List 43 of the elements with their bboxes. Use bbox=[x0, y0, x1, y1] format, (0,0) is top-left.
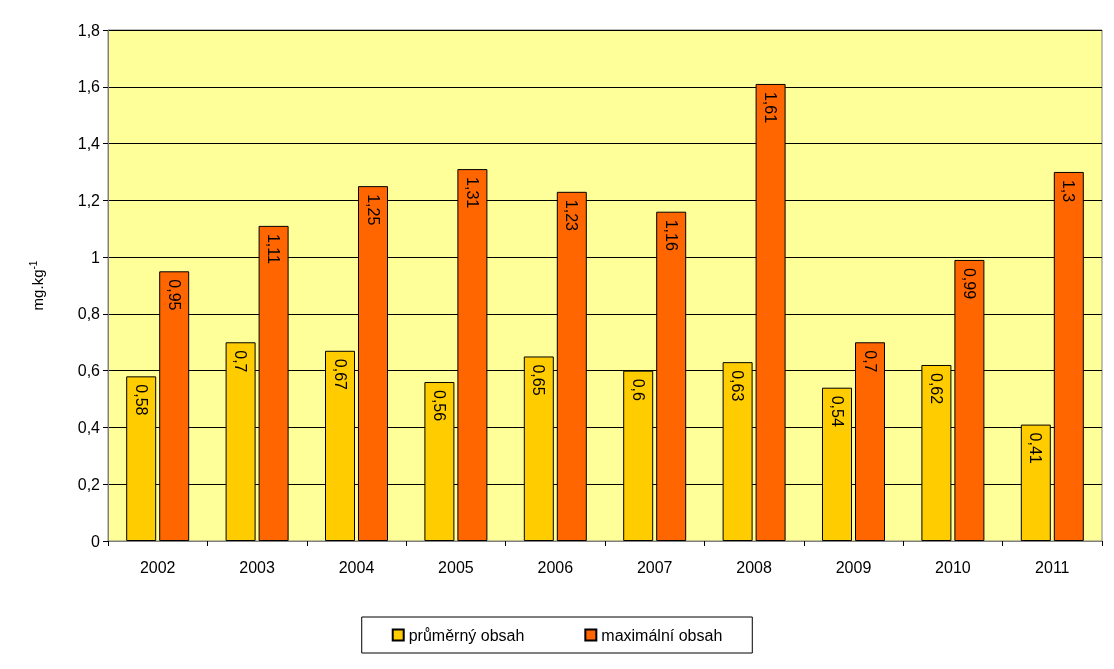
x-tick-label: 2004 bbox=[338, 558, 375, 576]
x-tick-label: 2011 bbox=[1035, 558, 1070, 576]
data-label: 0,63 bbox=[729, 370, 747, 402]
x-tick-label: 2006 bbox=[537, 558, 574, 576]
x-tick-label: 2002 bbox=[139, 558, 176, 576]
y-tick-label: 1,4 bbox=[77, 135, 101, 153]
data-label: 1,31 bbox=[463, 177, 481, 209]
y-tick-label: 1,6 bbox=[77, 78, 101, 96]
data-label: 0,95 bbox=[165, 279, 183, 311]
y-tick-label: 1,2 bbox=[77, 191, 101, 209]
x-tick-label: 2003 bbox=[239, 558, 275, 576]
data-label: 1,25 bbox=[364, 194, 382, 226]
data-label: 0,65 bbox=[530, 364, 548, 396]
data-label: 0,41 bbox=[1027, 432, 1045, 464]
data-label: 1,11 bbox=[265, 233, 283, 264]
legend-label: maximální obsah bbox=[601, 626, 723, 644]
y-tick-label: 0,6 bbox=[77, 362, 101, 380]
data-label: 0,6 bbox=[629, 378, 647, 402]
data-label: 0,7 bbox=[861, 350, 879, 373]
y-tick-label: 0,8 bbox=[77, 305, 101, 323]
y-tick-label: 1 bbox=[91, 248, 101, 266]
data-label: 1,23 bbox=[563, 199, 581, 232]
data-label: 0,56 bbox=[430, 390, 448, 422]
data-label: 0,58 bbox=[132, 384, 150, 416]
data-label: 0,62 bbox=[927, 372, 945, 405]
legend-label: průměrný obsah bbox=[408, 626, 525, 644]
data-label: 0,67 bbox=[331, 358, 349, 391]
y-tick-label: 0 bbox=[91, 532, 101, 550]
x-tick-label: 2010 bbox=[935, 558, 971, 576]
x-tick-label: 2008 bbox=[736, 558, 772, 576]
data-label: 0,54 bbox=[828, 395, 846, 427]
y-axis-title: mg.kg-1 bbox=[27, 260, 46, 311]
data-label: 0,99 bbox=[960, 267, 978, 300]
x-tick-label: 2005 bbox=[438, 558, 474, 576]
x-tick-label: 2009 bbox=[835, 558, 872, 576]
data-label: 0,7 bbox=[232, 350, 250, 373]
y-tick-label: 0,4 bbox=[77, 418, 101, 436]
data-label: 1,16 bbox=[662, 219, 680, 251]
y-tick-label: 0,2 bbox=[77, 475, 101, 493]
y-tick-label: 1,8 bbox=[77, 21, 101, 39]
data-label: 1,61 bbox=[762, 91, 780, 124]
x-tick-label: 2007 bbox=[636, 558, 673, 576]
data-label: 1,3 bbox=[1060, 179, 1078, 203]
